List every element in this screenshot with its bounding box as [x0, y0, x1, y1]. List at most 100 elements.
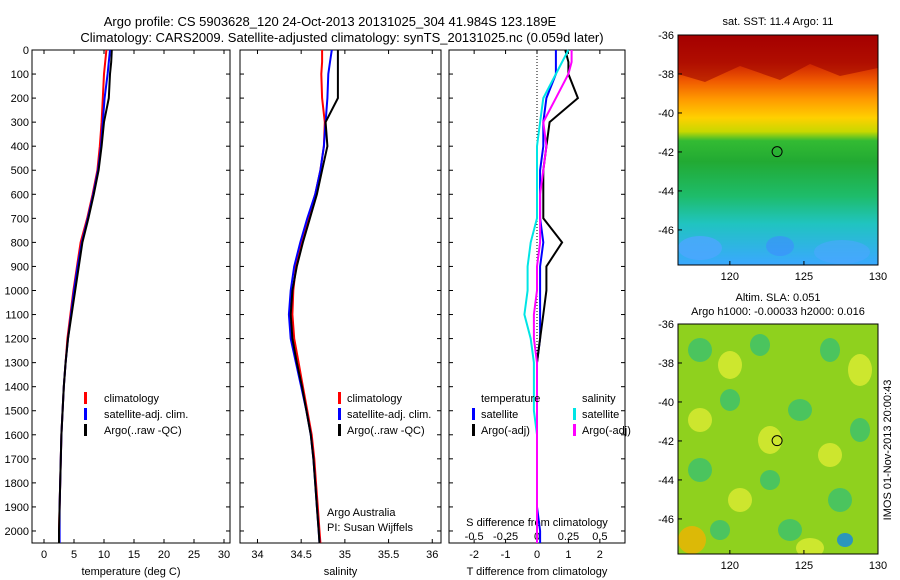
y-tick-label: 2000: [5, 526, 29, 538]
sla-highs: [678, 351, 872, 554]
sst-cool-patch: [678, 236, 722, 260]
x-tick-label: 1: [565, 549, 571, 561]
legend-temp-satellite-swatch: [472, 408, 475, 420]
sla-low: [837, 533, 853, 547]
sla-map-title: Altim. SLA: 0.051: [736, 292, 821, 304]
y-tick-label: 900: [11, 261, 29, 273]
sla-high: [848, 354, 872, 386]
sla-eddy: [778, 519, 802, 541]
salinity-legend: climatology satellite-adj. clim. Argo(..…: [338, 392, 431, 437]
x-tick-label: 0: [41, 549, 47, 561]
sla-high: [728, 488, 752, 512]
y-tick-label: 100: [11, 69, 29, 81]
y-tick-label: 1500: [5, 406, 29, 418]
y-tick-label: 1400: [5, 382, 29, 394]
map-x-tick-label: 125: [795, 560, 813, 572]
legend-argo-swatch: [338, 424, 341, 436]
legend-sal-argo: Argo(-adj): [582, 425, 631, 437]
map-y-tick-label: -44: [658, 475, 674, 487]
temperature-panel: 0100200300400500600700800900100011001200…: [5, 45, 231, 578]
y-tick-label: 200: [11, 93, 29, 105]
map-y-tick-label: -44: [658, 186, 674, 198]
y-tick-label: 500: [11, 165, 29, 177]
x-tick-label: 5: [71, 549, 77, 561]
y-tick-label: 300: [11, 117, 29, 129]
sla-map-ticks: 120 125 130 -36 -38 -40 -42 -44 -46: [658, 319, 887, 572]
map-y-tick-label: -42: [658, 436, 674, 448]
sst-cool-patch: [814, 240, 870, 264]
map-x-tick-label: 120: [721, 271, 739, 283]
legend-salinity-header: salinity: [582, 393, 616, 405]
sla-map-panel: Altim. SLA: 0.051 Argo h1000: -0.00033 h…: [658, 292, 887, 572]
map-y-tick-label: -46: [658, 225, 674, 237]
sla-eddy: [850, 418, 870, 442]
credit-line2: PI: Susan Wijffels: [327, 522, 413, 534]
sla-eddy: [760, 470, 780, 490]
y-tick-label: 1100: [5, 310, 29, 322]
y-tick-label: 1200: [5, 334, 29, 346]
sla-map-frame: [677, 323, 879, 555]
sst-cool-patch: [766, 236, 794, 256]
x-tick-label-salinity: -0.25: [493, 531, 518, 543]
x-axis-label: salinity: [324, 566, 358, 578]
x-tick-label: -1: [501, 549, 511, 561]
x-tick-label: 34: [251, 549, 263, 561]
salinity-panel: 34 34.5 35 35.5 36 salinity: [239, 49, 442, 578]
x-tick-label-salinity: 0.25: [558, 531, 579, 543]
x-tick-label: 35: [339, 549, 351, 561]
legend-argo: Argo(..raw -QC): [347, 425, 425, 437]
x-tick-label: -2: [469, 549, 479, 561]
sst-map-frame: [677, 34, 879, 266]
y-tick-label: 1800: [5, 478, 29, 490]
sla-high: [818, 443, 842, 467]
series-line: [291, 50, 326, 544]
sla-high: [688, 408, 712, 432]
map-y-tick-label: -46: [658, 514, 674, 526]
sla-high: [718, 351, 742, 379]
sla-field: [678, 324, 878, 554]
x-axis-label: T difference from climatology: [467, 566, 608, 578]
legend-argo: Argo(..raw -QC): [104, 425, 182, 437]
legend-sal-satellite: satellite: [582, 409, 619, 421]
x-axis-label: temperature (deg C): [81, 566, 180, 578]
legend-satellite: satellite-adj. clim.: [104, 409, 188, 421]
map-x-tick-label: 125: [795, 271, 813, 283]
sla-eddy: [720, 389, 740, 411]
x-tick-label: 10: [98, 549, 110, 561]
difference-panel: -2 -1 0 1 2 T difference from climatology -0.5…: [448, 49, 626, 578]
y-tick-label: 800: [11, 237, 29, 249]
legend-climatology: climatology: [104, 393, 160, 405]
sla-eddy: [688, 458, 712, 482]
legend-climatology: climatology: [347, 393, 403, 405]
y-tick-label: 400: [11, 141, 29, 153]
y-tick-label: 1000: [5, 285, 29, 297]
sla-eddy: [750, 334, 770, 356]
y-tick-label: 1900: [5, 502, 29, 514]
credit-line1: Argo Australia: [327, 507, 396, 519]
sla-high: [796, 538, 824, 554]
y-tick-label: 700: [11, 213, 29, 225]
legend-sal-satellite-swatch: [573, 408, 576, 420]
legend-satellite-swatch: [338, 408, 341, 420]
sst-warm-patch: [678, 35, 878, 82]
x-tick-label: 30: [218, 549, 230, 561]
sla-eddy: [788, 399, 812, 421]
legend-temp-satellite: satellite: [481, 409, 518, 421]
series-line: [289, 50, 339, 544]
series-line: [58, 49, 108, 543]
map-y-tick-label: -40: [658, 397, 674, 409]
x-tick-label: 34.5: [290, 549, 311, 561]
plot-frame: [239, 49, 442, 544]
series-line: [532, 50, 573, 543]
x-tick-label: 25: [188, 549, 200, 561]
plot-frame: [31, 49, 231, 544]
sst-field: [678, 35, 878, 265]
map-y-tick-label: -42: [658, 147, 674, 159]
x-tick-label: 36: [426, 549, 438, 561]
map-y-tick-label: -38: [658, 69, 674, 81]
map-y-tick-label: -36: [658, 30, 674, 42]
map-y-tick-label: -40: [658, 108, 674, 120]
legend-satellite: satellite-adj. clim.: [347, 409, 431, 421]
sla-high: [678, 526, 706, 554]
